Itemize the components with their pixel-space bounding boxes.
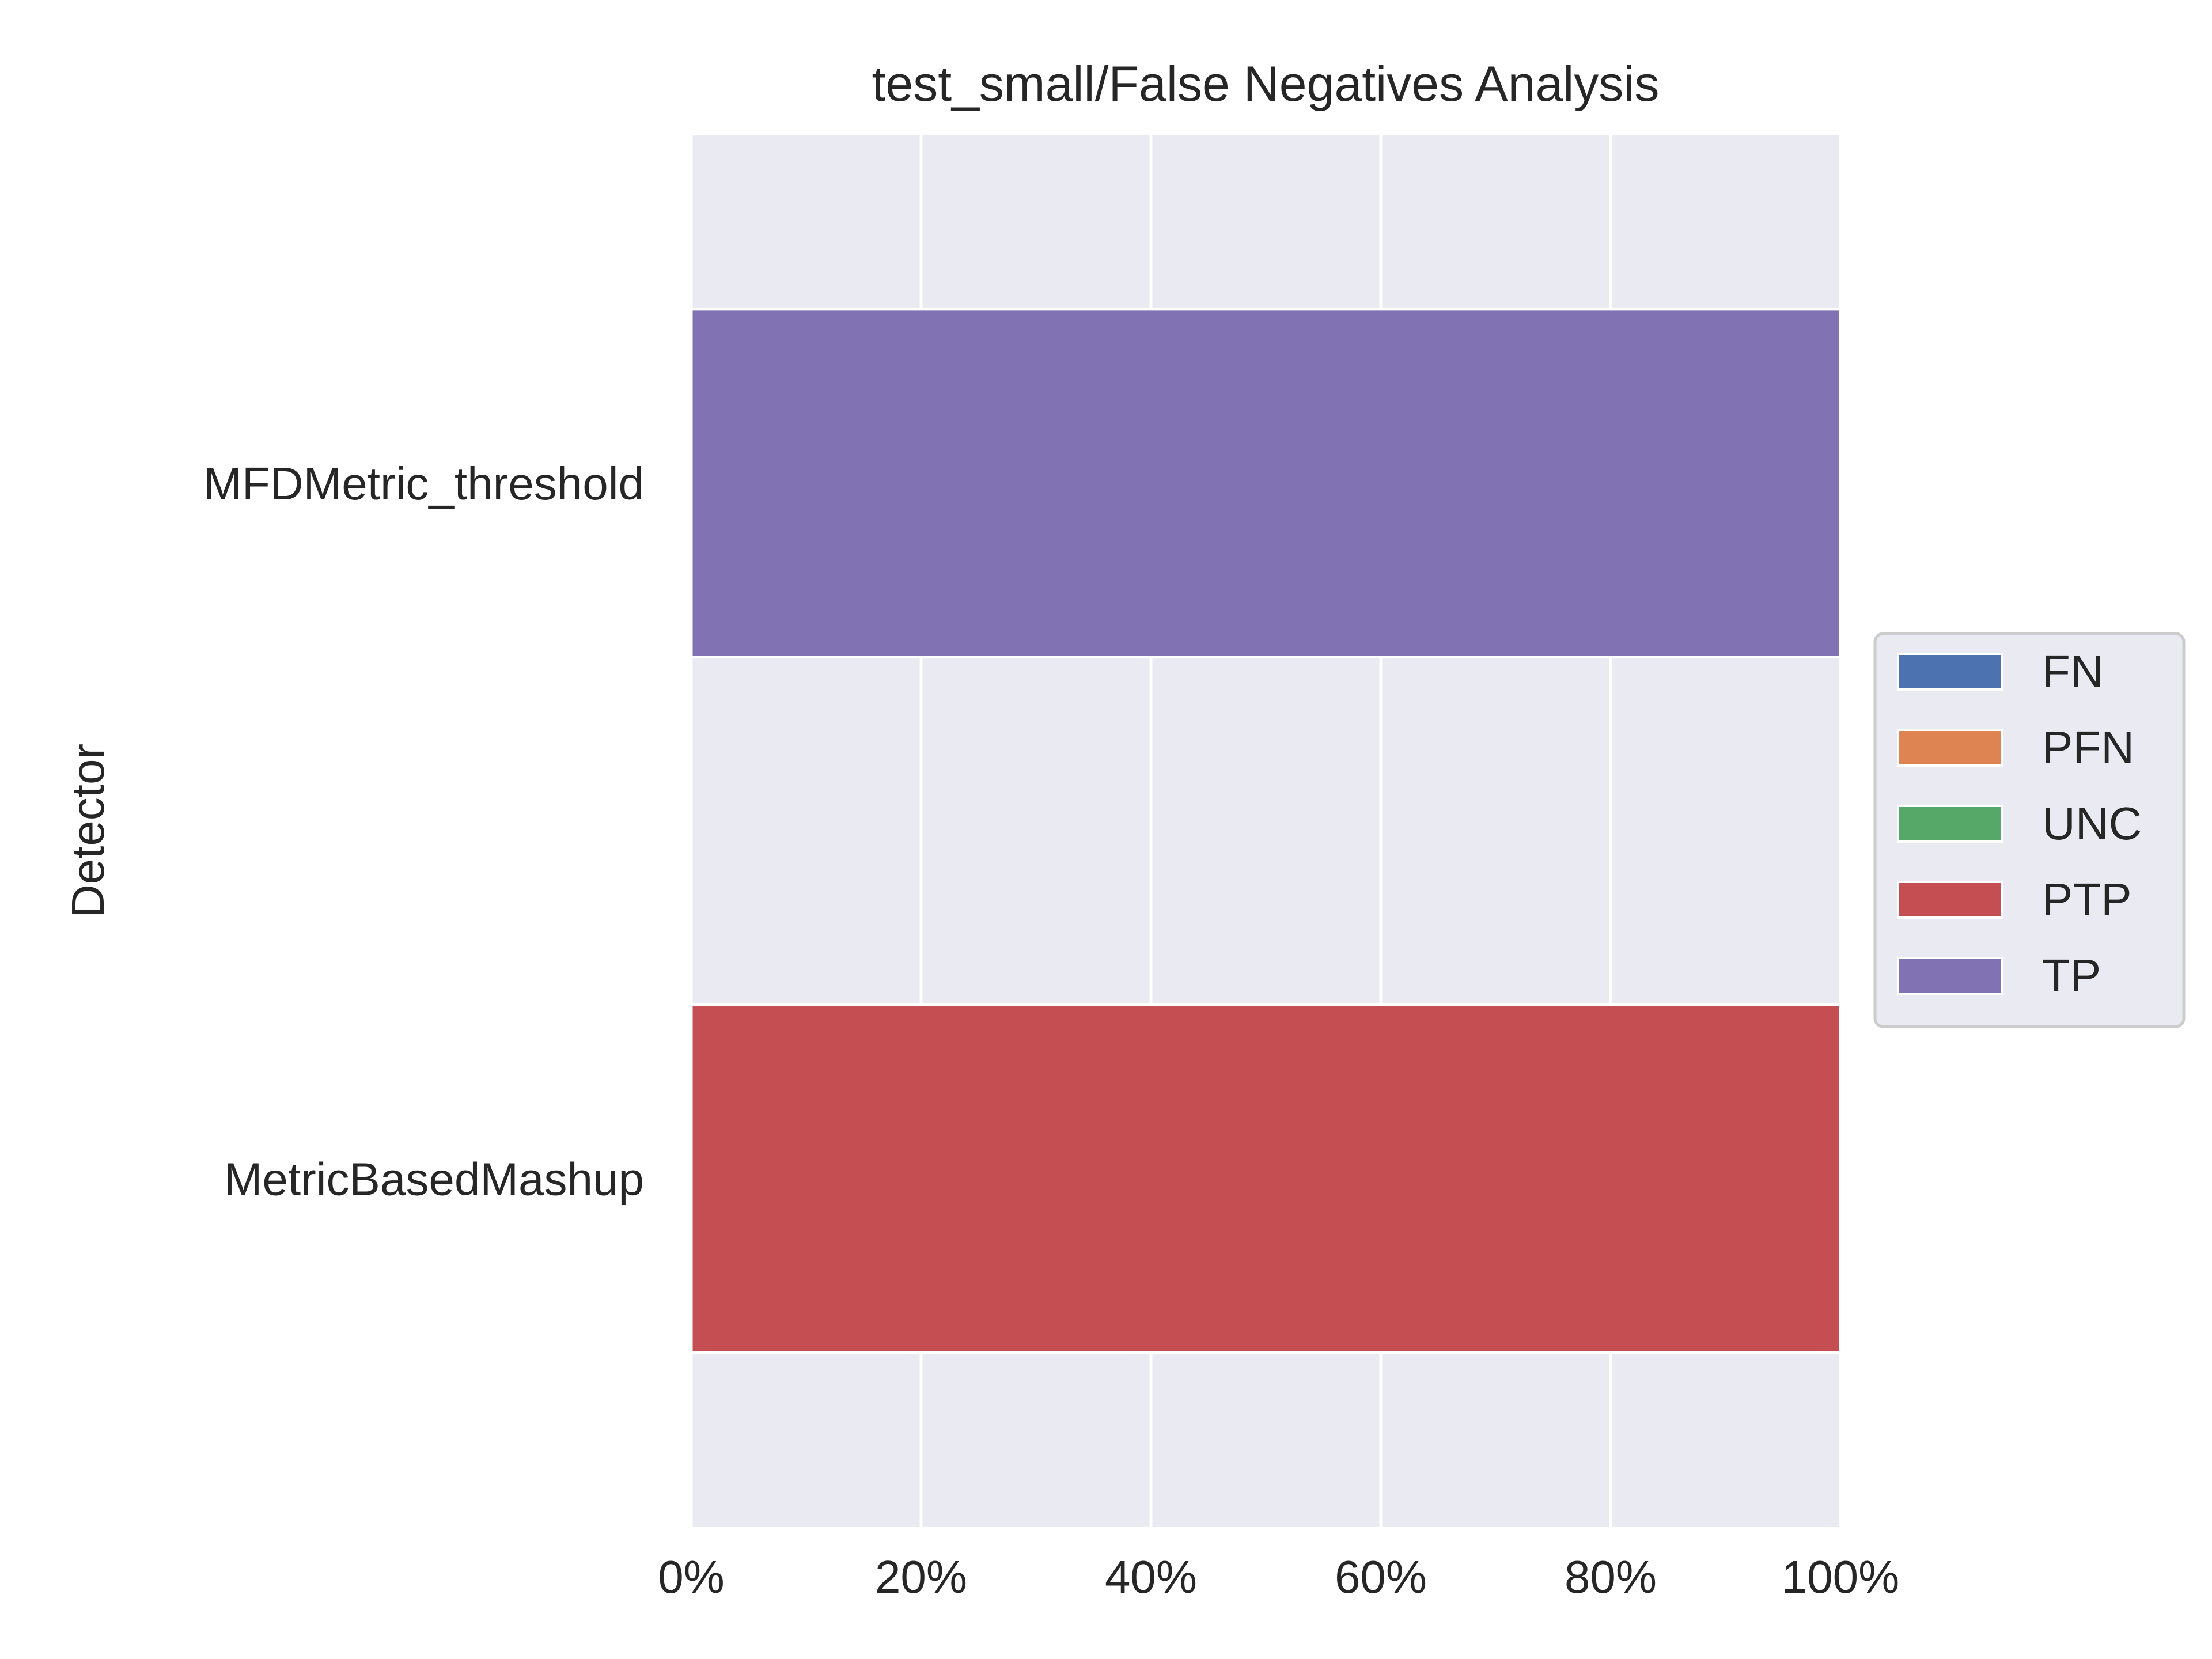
x-tick-label: 40% <box>1105 1551 1197 1603</box>
x-tick-label: 100% <box>1782 1551 1900 1603</box>
legend-label-unc: UNC <box>2042 798 2142 849</box>
y-tick-label: MFDMetric_threshold <box>203 458 644 509</box>
bars <box>690 308 1842 1354</box>
y-axis-label: Detector <box>62 744 113 918</box>
x-tick-label: 80% <box>1565 1551 1657 1603</box>
bar-ptp-1 <box>690 1003 1842 1354</box>
y-tick-label: MetricBasedMashup <box>224 1153 644 1205</box>
legend: FN PFN UNC PTP TP <box>1873 632 2186 1028</box>
x-axis-ticks: 0% 20% 40% 60% 80% 100% <box>658 1551 1899 1603</box>
legend-label-pfn: PFN <box>2042 722 2134 773</box>
y-axis-ticks: MFDMetric_threshold MetricBasedMashup <box>203 458 644 1205</box>
legend-swatch-pfn <box>1897 729 2003 767</box>
legend-label-fn: FN <box>2042 646 2104 697</box>
legend-swatch-tp <box>1897 957 2003 995</box>
x-tick-label: 20% <box>875 1551 967 1603</box>
legend-label-tp: TP <box>2042 950 2101 1001</box>
legend-label-ptp: PTP <box>2042 874 2132 925</box>
legend-swatch-unc <box>1897 805 2003 843</box>
x-tick-label: 60% <box>1335 1551 1427 1603</box>
chart-title: test_small/False Negatives Analysis <box>872 56 1659 112</box>
bar-tp-0 <box>690 308 1842 659</box>
x-tick-label: 0% <box>658 1551 725 1603</box>
legend-swatch-ptp <box>1897 881 2003 919</box>
legend-swatch-fn <box>1897 653 2003 691</box>
